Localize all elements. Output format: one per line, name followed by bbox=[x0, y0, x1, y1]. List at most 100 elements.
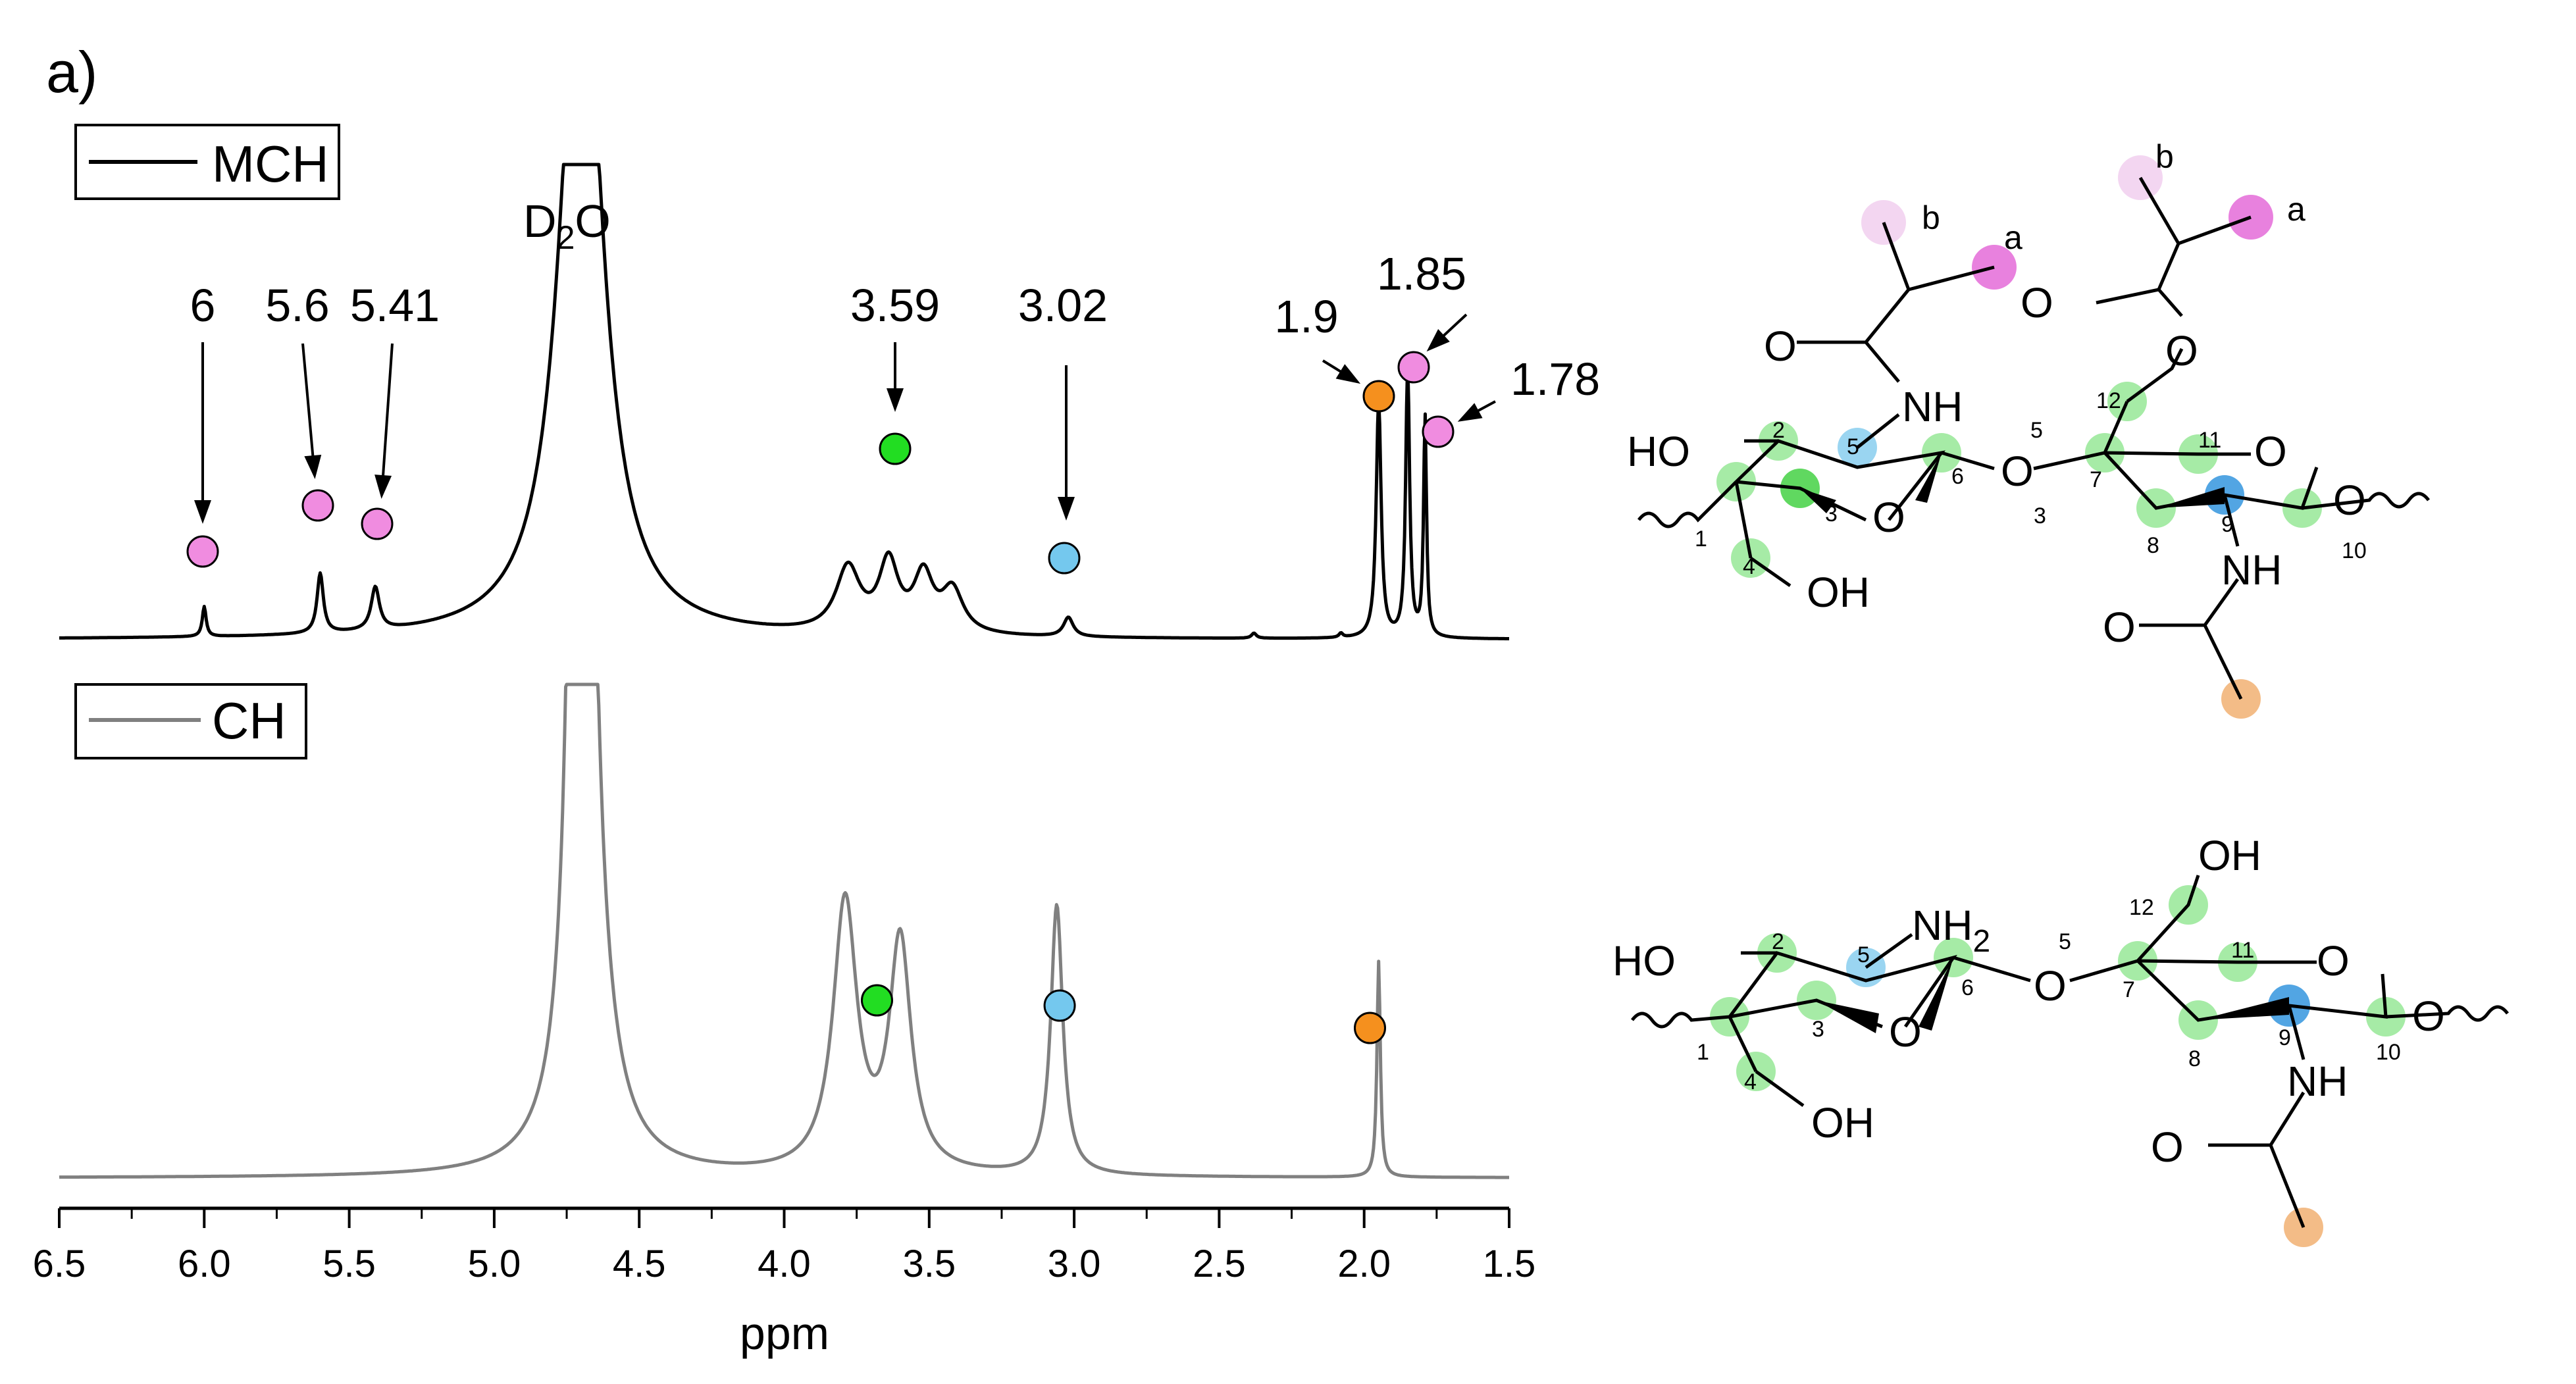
atom-oh: OH bbox=[1811, 1099, 1874, 1146]
atom-number: 1 bbox=[1697, 1040, 1709, 1065]
atom-o-link: O bbox=[2034, 962, 2067, 1010]
x-tick-label: 5.5 bbox=[322, 1243, 376, 1285]
annotation-arrowhead bbox=[304, 454, 322, 479]
bond bbox=[1728, 1015, 1758, 1073]
peak-marker bbox=[1043, 989, 1076, 1022]
bond bbox=[1728, 951, 1957, 1028]
atom-ho: HO bbox=[1627, 428, 1690, 475]
atom-number: 10 bbox=[2342, 538, 2367, 563]
annotation-arrowhead bbox=[374, 474, 392, 499]
atom-number: 4 bbox=[1744, 1069, 1757, 1094]
wedge-bond bbox=[1816, 1000, 1879, 1033]
atom-number: 3 bbox=[1825, 501, 1838, 526]
annotation-arrowhead bbox=[887, 388, 904, 412]
x-tick-label: 6.0 bbox=[178, 1243, 231, 1285]
atom-number: 9 bbox=[2279, 1025, 2291, 1050]
solvent-o: O bbox=[575, 195, 610, 247]
bond bbox=[2178, 215, 2252, 245]
atom-number: 7 bbox=[2123, 977, 2135, 1002]
annotation-arrowhead bbox=[1335, 364, 1361, 384]
legend-ch-label: CH bbox=[212, 692, 286, 750]
x-tick-label: 3.5 bbox=[902, 1243, 956, 1285]
atom-number: 5 bbox=[1857, 942, 1870, 967]
bond bbox=[1797, 340, 1900, 383]
atom-nh2-base: NH bbox=[1912, 902, 1972, 949]
peak-label: 3.02 bbox=[1018, 280, 1108, 331]
peak-label: 1.78 bbox=[1510, 353, 1600, 405]
atom-o-carbonyl1: O bbox=[1764, 322, 1797, 370]
legend-mch-box bbox=[74, 124, 340, 200]
atom-o-link: O bbox=[2001, 448, 2034, 495]
label-a2: a bbox=[2287, 191, 2306, 228]
atom-o-ring2: O bbox=[2254, 428, 2287, 475]
peak-marker bbox=[361, 507, 394, 540]
x-tick-label: 4.5 bbox=[613, 1243, 666, 1285]
x-tick-label: 6.5 bbox=[33, 1243, 86, 1285]
x-tick-label: 3.0 bbox=[1048, 1243, 1101, 1285]
bond bbox=[2126, 347, 2184, 403]
legend-mch-label: MCH bbox=[212, 135, 329, 193]
bond bbox=[2302, 492, 2430, 510]
peak-marker bbox=[1362, 380, 1395, 413]
atom-number: 9 bbox=[2221, 512, 2234, 537]
atom-number: 12 bbox=[2129, 895, 2154, 920]
label-b2: b bbox=[2155, 138, 2174, 175]
atom-number: 1 bbox=[1695, 526, 1707, 551]
x-tick-label: 4.0 bbox=[758, 1243, 811, 1285]
bond bbox=[1734, 481, 1753, 559]
structure-top-numbers: 1 2 3 4 5 6 5 3 7 8 9 10 11 12 bbox=[1695, 388, 2367, 579]
chemical-structure-ch: HO OH OH NH2 O O O O NH O 1 2 3 4 5 6 5 … bbox=[1612, 832, 2509, 1247]
x-tick-label: 2.0 bbox=[1337, 1243, 1391, 1285]
peak-label: 5.41 bbox=[350, 280, 440, 331]
bond bbox=[1908, 265, 1995, 292]
atom-number: 10 bbox=[2376, 1040, 2401, 1065]
peak-marker bbox=[1422, 415, 1455, 448]
ch-markers bbox=[860, 984, 1387, 1044]
bond bbox=[2137, 959, 2317, 964]
atom-number: 5 bbox=[2059, 929, 2071, 954]
nmr-chart: MCH CH D2O 6 5.6 5.41 3.59 3.02 1.91.851.78 6… bbox=[33, 124, 1600, 1359]
peak-marker bbox=[1397, 351, 1430, 384]
series-line-ch bbox=[59, 682, 1510, 1179]
bond bbox=[2203, 624, 2243, 700]
x-tick-label: 1.5 bbox=[1483, 1243, 1536, 1285]
bond bbox=[1631, 1012, 1730, 1029]
atom-number: 5 bbox=[2030, 418, 2043, 443]
bond bbox=[1865, 933, 1913, 969]
series-line-mch bbox=[59, 163, 1510, 640]
bond bbox=[1735, 439, 1945, 521]
annotation-arrowhead bbox=[1457, 403, 1483, 422]
solvent-subscript: 2 bbox=[557, 219, 575, 256]
peak-label: 6 bbox=[190, 280, 216, 331]
wedge-bond bbox=[2156, 487, 2225, 508]
bond bbox=[2269, 1144, 2306, 1228]
bond bbox=[2223, 494, 2240, 547]
peak-marker bbox=[1354, 1012, 1387, 1044]
atom-number: 8 bbox=[2188, 1046, 2201, 1071]
label-a1: a bbox=[2004, 219, 2022, 256]
legend-ch: CH bbox=[74, 683, 307, 759]
annotation-arrow bbox=[380, 343, 394, 496]
panel-label: a) bbox=[46, 39, 97, 105]
bond bbox=[2104, 451, 2251, 456]
atom-number: 6 bbox=[1961, 975, 1974, 1000]
atom-number: 3 bbox=[1812, 1017, 1824, 1042]
atom-number: 11 bbox=[2231, 938, 2254, 963]
peak-label: 1.85 bbox=[1377, 248, 1466, 299]
bond bbox=[1637, 480, 1738, 528]
atom-number: 2 bbox=[1772, 929, 1784, 954]
annotation-arrowhead bbox=[194, 500, 211, 524]
chemical-structure-mch: HO OH NH O O O O NH O O O O b a b a 1 2 … bbox=[1627, 138, 2430, 719]
atom-number: 5 bbox=[1847, 434, 1859, 459]
x-axis-ticks: 6.5 6.0 5.5 5.0 4.5 4.0 3.5 3.0 2.5 2.0 1.5 bbox=[33, 1208, 1536, 1285]
atom-nh-bottom: NH bbox=[2221, 546, 2282, 594]
atom-ho: HO bbox=[1612, 937, 1676, 985]
wedge-bond bbox=[1915, 453, 1942, 503]
bond bbox=[1856, 413, 1900, 449]
atom-o-carbonyl2: O bbox=[2021, 279, 2053, 326]
bond bbox=[1953, 956, 2031, 983]
atom-o-end: O bbox=[2412, 992, 2445, 1040]
solvent-d: D bbox=[523, 195, 557, 247]
bond bbox=[1749, 556, 1791, 588]
